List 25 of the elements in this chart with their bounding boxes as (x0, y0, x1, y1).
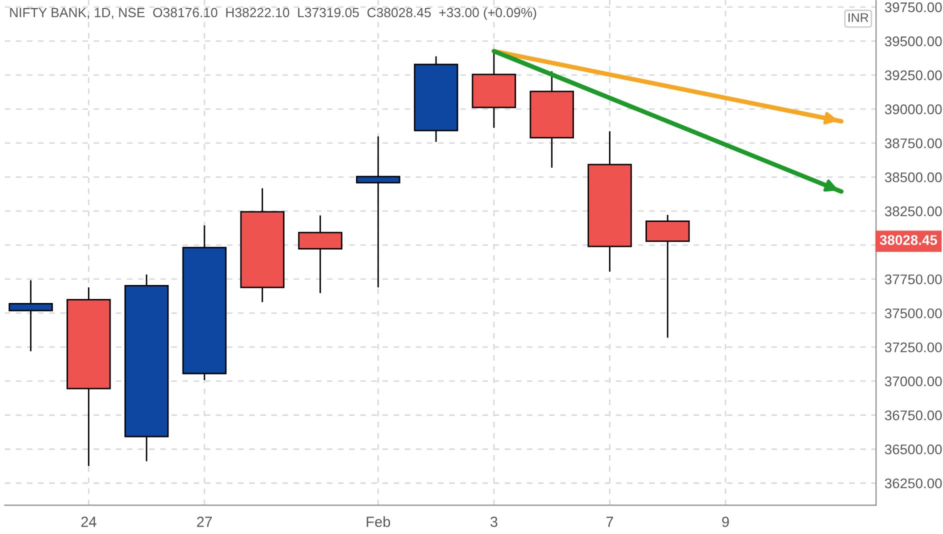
y-tick-label: 39500.00 (884, 36, 942, 46)
x-tick-label: 27 (197, 516, 212, 527)
y-tick-label: 38750.00 (884, 138, 942, 148)
y-tick-label: 37000.00 (884, 376, 942, 386)
y-tick-label: 39250.00 (884, 70, 942, 80)
x-tick-label: Feb (366, 516, 390, 527)
y-tick-label: 36500.00 (884, 444, 942, 454)
text: 38028.45 (880, 235, 938, 245)
y-tick-label: 36250.00 (884, 478, 942, 488)
text: NIFTY BANK, 1D, NSE O38176.10 H38222.10 L37319.05 C38028.45 +33.00 (+0.09%) (10, 8, 536, 20)
x-tick-label: 24 (81, 516, 96, 527)
x-tick-label: 9 (722, 516, 729, 527)
y-tick-label: 38250.00 (884, 206, 942, 216)
candlestick (356, 136, 400, 288)
x-tick-label: 7 (606, 516, 614, 527)
y-tick-label: 38500.00 (884, 172, 942, 182)
y-tick-label: 36750.00 (884, 410, 942, 420)
annotation: INR (848, 13, 868, 22)
y-tick-label: 37750.00 (884, 274, 942, 284)
x-tick-label: 3 (490, 516, 498, 527)
y-tick-label: 37500.00 (884, 308, 942, 318)
y-tick-label: 37250.00 (884, 342, 942, 352)
candlestick (8, 280, 53, 352)
y-tick-label: 39750.00 (884, 2, 942, 12)
y-tick-label: 39000.00 (884, 104, 942, 114)
